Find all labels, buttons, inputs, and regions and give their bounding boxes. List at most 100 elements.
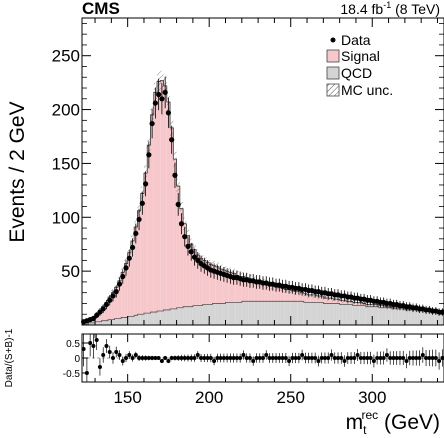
signal-bar: [248, 278, 252, 302]
qcd-bar: [290, 301, 294, 325]
data-point: [165, 110, 172, 116]
qcd-bar: [378, 307, 383, 325]
x-axis-title-unit: (GeV): [378, 411, 440, 434]
qcd-bar: [143, 313, 148, 325]
qcd-bar: [417, 310, 422, 325]
signal-bar: [147, 145, 151, 314]
ratio-point: [401, 356, 406, 360]
main-plot-frame: [81, 17, 444, 326]
x-tick-label: 250: [277, 388, 305, 407]
qcd-bar: [199, 305, 203, 325]
signal-bar: [274, 286, 278, 302]
signal-bar: [218, 268, 223, 304]
signal-bar: [114, 287, 118, 319]
ratio-point: [283, 356, 288, 360]
data-point: [175, 201, 181, 207]
qcd-bar: [218, 303, 223, 325]
qcd-bar: [166, 309, 171, 325]
ratio-point: [205, 356, 210, 360]
legend: Data Signal QCD MC unc.: [326, 32, 393, 98]
ratio-point: [137, 356, 142, 360]
qcd-bar: [121, 317, 125, 325]
qcd-bar: [130, 316, 135, 325]
qcd-bar: [336, 303, 340, 325]
signal-bar: [134, 226, 138, 316]
signal-bar: [202, 260, 206, 305]
ratio-point: [427, 356, 432, 360]
legend-data-marker: [330, 37, 336, 43]
ratio-point: [342, 359, 347, 363]
ratio-point: [192, 356, 197, 360]
ratio-point: [104, 344, 109, 348]
data-point: [146, 152, 152, 158]
qcd-bar: [320, 302, 324, 325]
ratio-point: [303, 356, 308, 360]
ratio-point: [316, 359, 321, 363]
qcd-bar: [333, 303, 337, 325]
qcd-bar: [385, 307, 389, 325]
ratio-point: [88, 341, 93, 345]
data-point: [185, 243, 191, 249]
signal-bar: [143, 173, 148, 314]
qcd-bar: [173, 308, 177, 325]
x-axis-title: mtrec (GeV): [346, 408, 440, 437]
ratio-point: [339, 356, 344, 360]
ratio-point: [391, 356, 396, 360]
ratio-point: [280, 356, 285, 360]
qcd-bar: [293, 301, 298, 325]
qcd-bar: [421, 310, 425, 325]
qcd-bar: [284, 301, 288, 325]
ratio-point: [290, 356, 295, 360]
ratio-point: [381, 356, 386, 360]
data-point: [116, 281, 123, 287]
qcd-bar: [91, 322, 96, 325]
ratio-point: [81, 347, 86, 351]
ratio-point: [352, 356, 357, 360]
signal-bar: [245, 277, 249, 302]
qcd-bar: [225, 302, 229, 325]
qcd-bar: [205, 304, 210, 325]
data-point: [110, 293, 116, 299]
ratio-point: [407, 356, 412, 360]
qcd-bar: [372, 306, 376, 325]
ratio-point: [124, 356, 129, 360]
ratio-point: [225, 356, 230, 360]
qcd-bar: [179, 307, 184, 325]
ratio-point: [322, 356, 327, 360]
ratio-points: [81, 334, 444, 382]
y-tick-label: 50: [61, 262, 80, 281]
ratio-point: [349, 356, 354, 360]
qcd-bar: [241, 301, 246, 325]
qcd-bar: [401, 308, 405, 325]
data-point: [133, 230, 139, 237]
ratio-point: [430, 356, 435, 360]
ratio-point: [313, 356, 318, 360]
ratio-point: [221, 356, 226, 360]
ratio-point: [251, 359, 256, 363]
qcd-bar: [411, 309, 415, 325]
qcd-bar: [82, 323, 86, 325]
qcd-bar: [111, 319, 115, 325]
qcd-bar: [395, 308, 399, 325]
qcd-bar: [254, 301, 259, 325]
legend-mc-unc-label: MC unc.: [341, 82, 393, 98]
luminosity-label: 18.4 fb-1 (8 TeV): [340, 0, 440, 17]
main-axis-ticks: 50 100 150 200 250: [52, 18, 444, 325]
qcd-bar: [388, 307, 392, 325]
ratio-point: [234, 356, 239, 360]
signal-bar: [137, 210, 141, 315]
signal-bar: [189, 244, 193, 307]
qcd-bar: [391, 308, 396, 325]
signal-bar: [170, 127, 174, 309]
data-point: [195, 257, 201, 263]
ratio-point: [388, 356, 393, 360]
ratio-point: [150, 356, 155, 360]
qcd-bar: [287, 301, 291, 325]
qcd-bar: [186, 306, 190, 325]
qcd-bar: [427, 310, 431, 325]
qcd-bar: [264, 301, 268, 325]
ratio-point: [185, 356, 190, 360]
data-point: [126, 255, 132, 261]
ratio-point: [287, 359, 292, 363]
signal-bar: [98, 310, 102, 322]
